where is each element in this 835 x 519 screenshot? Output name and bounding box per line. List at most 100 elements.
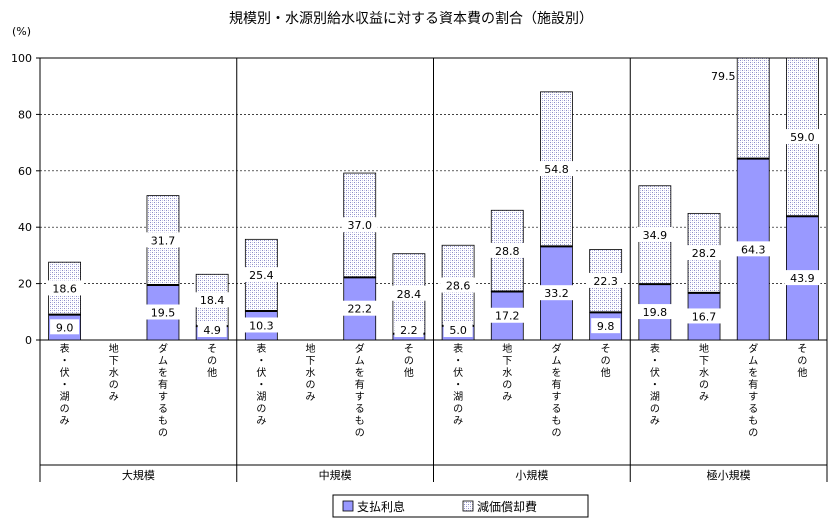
data-label-depreciation-bg <box>144 232 181 248</box>
category-label: ム <box>158 355 168 367</box>
data-label-depreciation: 28.6 <box>446 280 471 293</box>
data-label-interest: 2.2 <box>400 324 418 337</box>
category-label: る <box>551 403 561 415</box>
category-label: 下 <box>109 356 119 367</box>
category-label: み <box>256 416 266 427</box>
legend-box <box>332 494 589 518</box>
category-label: そ <box>207 343 217 355</box>
category-label: の <box>797 356 807 367</box>
group-label: 大規模 <box>122 468 155 482</box>
category-label: す <box>355 391 365 403</box>
category-label: ・ <box>650 380 660 391</box>
data-label-interest-bg <box>341 300 378 316</box>
group-label: 中規模 <box>319 468 352 482</box>
category-label: み <box>502 392 512 403</box>
category-label: ム <box>551 355 561 367</box>
data-label-depreciation: 28.8 <box>495 245 520 258</box>
category-label: ム <box>355 355 365 367</box>
category-label: み <box>453 416 463 427</box>
data-label-interest: 19.8 <box>643 306 668 319</box>
data-label-interest-bg <box>197 322 227 337</box>
category-label: も <box>551 415 561 427</box>
category-label: る <box>748 403 758 415</box>
category-label: そ <box>404 343 414 355</box>
category-label: 地 <box>306 342 316 355</box>
data-label-interest-bg <box>784 270 821 286</box>
y-tick-label: 40 <box>18 221 32 234</box>
category-label: 表 <box>650 342 660 355</box>
category-label: の <box>453 404 463 415</box>
legend-label-interest: 支払利息 <box>357 499 405 514</box>
category-label: 他 <box>207 366 217 379</box>
category-label: 他 <box>404 366 414 379</box>
data-label-interest-bg <box>686 308 723 324</box>
category-label: 表 <box>60 342 70 355</box>
category-label: み <box>699 392 709 403</box>
category-label: の <box>109 380 119 391</box>
data-label-depreciation: 54.8 <box>544 163 569 176</box>
data-label-interest: 64.3 <box>741 243 766 256</box>
data-label-depreciation: 31.7 <box>151 234 176 247</box>
data-label-interest: 17.2 <box>495 310 520 323</box>
category-label: 水 <box>306 367 316 379</box>
category-label: ・ <box>256 380 266 391</box>
data-label-interest-bg <box>591 318 621 334</box>
group-label: 極小規模 <box>707 468 751 482</box>
data-label-interest: 19.5 <box>151 307 176 320</box>
data-label-interest-bg <box>144 304 181 320</box>
category-label: の <box>502 380 512 391</box>
data-label-interest: 43.9 <box>790 272 815 285</box>
axis-layer <box>36 57 828 482</box>
category-label: そ <box>797 343 807 355</box>
data-label-interest: 9.0 <box>56 321 74 334</box>
data-label-interest: 10.3 <box>249 319 274 332</box>
data-label-depreciation: 25.4 <box>249 269 274 282</box>
category-label: を <box>158 367 168 379</box>
category-label: 表 <box>256 342 266 355</box>
category-label: 水 <box>502 367 512 379</box>
category-label: 伏 <box>60 366 70 379</box>
data-label-depreciation: 59.0 <box>790 131 815 144</box>
bar-depreciation <box>736 57 770 160</box>
category-label: み <box>109 392 119 403</box>
y-tick-label: 100 <box>11 52 32 65</box>
category-label: も <box>748 415 758 427</box>
category-label: ・ <box>60 380 70 391</box>
category-label: の <box>256 404 266 415</box>
data-label-interest-bg <box>636 304 673 320</box>
category-label: す <box>551 391 561 403</box>
legend-label-depreciation: 減価償却費 <box>477 499 537 514</box>
category-label: の <box>551 428 561 439</box>
category-label: す <box>748 391 758 403</box>
category-label: 伏 <box>453 366 463 379</box>
category-label: る <box>158 403 168 415</box>
category-label: の <box>748 428 758 439</box>
category-label: み <box>60 416 70 427</box>
category-label: 有 <box>158 378 168 391</box>
legend-swatch-interest <box>342 500 354 512</box>
y-tick-label: 80 <box>18 108 32 121</box>
category-label: み <box>650 416 660 427</box>
data-label-depreciation: 18.6 <box>52 282 77 295</box>
data-label-depreciation-bg <box>390 285 427 301</box>
category-label: も <box>355 415 365 427</box>
category-label: る <box>355 403 365 415</box>
category-label: ・ <box>453 356 463 367</box>
data-label-depreciation-bg <box>686 245 723 261</box>
data-label-depreciation-bg <box>538 161 575 177</box>
category-label: 湖 <box>650 391 660 403</box>
category-label: 地 <box>109 342 119 355</box>
data-label-depreciation: 34.9 <box>643 229 668 242</box>
data-label-interest-bg <box>489 307 526 323</box>
data-label-depreciation: 37.0 <box>347 219 372 232</box>
category-label: 有 <box>551 378 561 391</box>
category-label: 他 <box>797 366 807 379</box>
data-label-depreciation-bg <box>341 217 378 233</box>
category-label: 伏 <box>650 366 660 379</box>
data-label-interest-bg <box>50 319 80 335</box>
category-label: の <box>601 356 611 367</box>
category-label: を <box>748 367 758 379</box>
data-label-depreciation-bg <box>636 226 673 242</box>
data-label-depreciation-bg <box>489 242 526 258</box>
